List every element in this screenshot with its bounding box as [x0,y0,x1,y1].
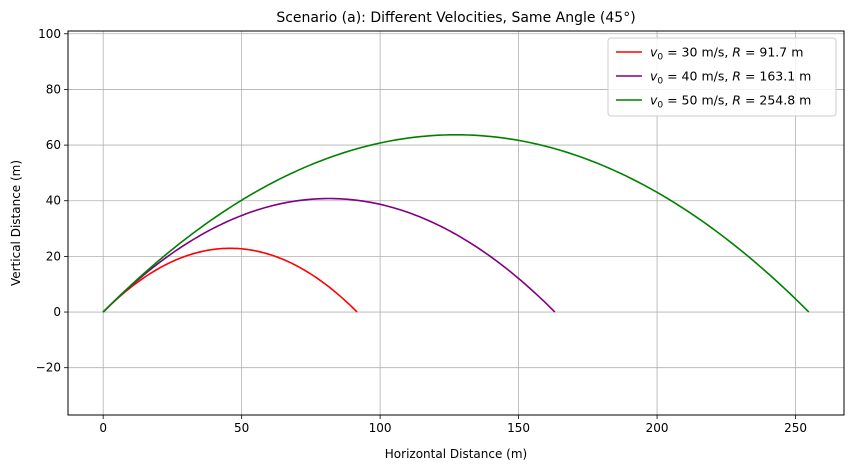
axis-ticks: 0 50 100 150 200 250 −20 0 20 40 60 80 100 [36,27,807,435]
series-line-3 [102,133,810,313]
y-tick-label: 0 [53,305,61,319]
plot-frame [67,30,845,416]
x-tick-label: 150 [507,421,530,435]
series-line-1 [102,247,358,313]
legend-label-2: v0 = 40 m/s, R = 163.1 m [650,69,811,87]
y-axis-title: Vertical Distance (m) [9,160,23,286]
x-tick-label: 50 [234,421,249,435]
legend-label-1: v0 = 30 m/s, R = 91.7 m [650,45,803,63]
legend-label-3: v0 = 50 m/s, R = 254.8 m [650,93,811,111]
x-tick-label: 200 [646,421,669,435]
y-tick-label: 60 [46,138,61,152]
series-line-2 [102,197,556,313]
x-tick-label: 100 [369,421,392,435]
y-tick-label: −20 [36,361,61,375]
x-axis-title: Horizontal Distance (m) [385,447,527,461]
y-tick-label: 80 [46,82,61,96]
x-tick-label: 0 [99,421,107,435]
y-tick-label: 20 [46,249,61,263]
chart-title: Scenario (a): Different Velocities, Same… [276,10,635,26]
x-tick-label: 250 [784,421,807,435]
series-layer [102,133,810,313]
y-tick-label: 100 [38,27,61,41]
legend: v0 = 30 m/s, R = 91.7 m v0 = 40 m/s, R = … [607,37,837,117]
legend-box [607,37,837,117]
y-tick-label: 40 [46,194,61,208]
grid-lines [68,31,844,415]
